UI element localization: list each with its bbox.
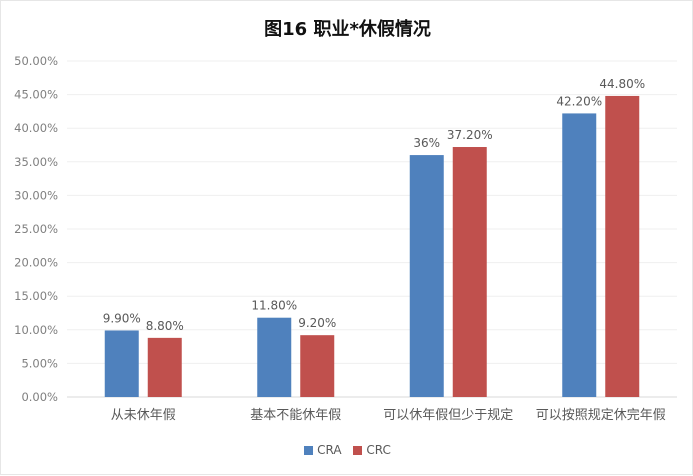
legend-swatch — [304, 445, 314, 455]
y-tick-label: 50.00% — [14, 54, 58, 68]
y-tick-label: 35.00% — [14, 155, 58, 169]
y-tick-label: 20.00% — [14, 256, 58, 270]
bar-cra — [104, 330, 139, 397]
legend-swatch — [353, 445, 363, 455]
chart-title: 图16 职业*休假情况 — [264, 19, 431, 40]
x-tick-label: 基本不能休年假 — [250, 408, 341, 423]
legend-label: CRC — [366, 443, 391, 457]
bar-crc — [605, 95, 640, 397]
data-label: 9.90% — [103, 311, 141, 325]
x-tick-label: 从未休年假 — [111, 408, 176, 423]
bar-cra — [257, 317, 292, 397]
y-tick-label: 45.00% — [14, 88, 58, 102]
legend: CRA CRC — [1, 443, 693, 458]
data-label: 42.20% — [556, 94, 602, 108]
bar-cra — [409, 155, 444, 397]
legend-label: CRA — [317, 443, 342, 457]
y-tick-label: 25.00% — [14, 222, 58, 236]
x-tick-label: 可以休年假但少于规定 — [383, 408, 513, 423]
data-label: 9.20% — [298, 316, 336, 330]
legend-item-crc: CRC — [353, 443, 391, 457]
x-tick-label: 可以按照规定休完年假 — [536, 408, 666, 423]
y-tick-label: 0.00% — [21, 390, 58, 404]
y-tick-label: 5.00% — [21, 356, 58, 370]
bar-crc — [452, 147, 487, 397]
bar-crc — [300, 335, 335, 397]
y-tick-label: 15.00% — [14, 289, 58, 303]
data-label: 37.20% — [447, 128, 493, 142]
bar-cra — [562, 113, 597, 397]
y-tick-label: 40.00% — [14, 121, 58, 135]
data-label: 8.80% — [146, 319, 184, 333]
data-label: 44.80% — [599, 77, 645, 91]
data-label: 11.80% — [251, 299, 297, 313]
y-tick-label: 10.00% — [14, 323, 58, 337]
bar-crc — [147, 337, 182, 397]
y-tick-label: 30.00% — [14, 188, 58, 202]
legend-item-cra: CRA — [304, 443, 342, 457]
data-label: 36% — [413, 136, 440, 150]
